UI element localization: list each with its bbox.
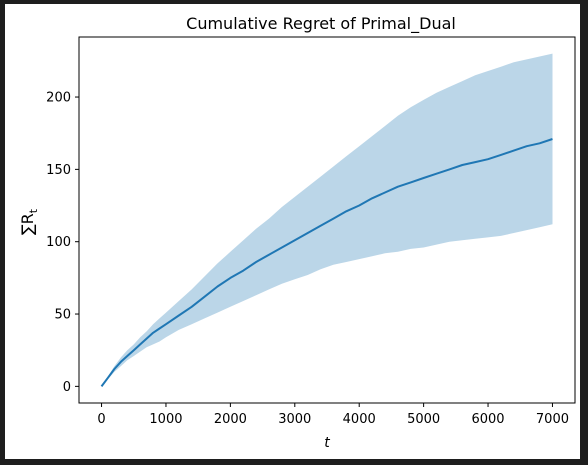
y-axis-label: ∑Rt <box>18 208 40 235</box>
x-tick-label: 4000 <box>343 412 376 427</box>
plot-area <box>100 53 553 387</box>
chart: Cumulative Regret of Primal_Dual 0 1000 20… <box>18 14 576 451</box>
svg-text:∑Rt: ∑Rt <box>18 208 40 235</box>
x-tick-label: 5000 <box>407 412 440 427</box>
x-axis: 0 1000 2000 3000 4000 5000 6000 7000 <box>97 403 569 427</box>
x-tick-label: 1000 <box>149 412 182 427</box>
mean-regret-line <box>100 138 553 387</box>
x-tick-label: 7000 <box>536 412 569 427</box>
chart-title: Cumulative Regret of Primal_Dual <box>186 14 456 34</box>
axes-frame <box>78 36 576 404</box>
figure: Cumulative Regret of Primal_Dual 0 1000 20… <box>5 4 580 459</box>
x-tick-label: 3000 <box>278 412 311 427</box>
x-tick-label: 6000 <box>471 412 504 427</box>
x-axis-label: t <box>324 435 330 451</box>
x-tick-label: 0 <box>97 412 105 427</box>
y-tick-label: 0 <box>63 380 71 395</box>
y-tick-label: 100 <box>46 235 71 250</box>
y-axis-label-main: ∑R <box>18 213 37 235</box>
confidence-band <box>101 53 553 387</box>
x-tick-label: 2000 <box>214 412 247 427</box>
y-tick-label: 150 <box>46 163 71 178</box>
y-axis: 0 50 100 150 200 <box>46 91 79 395</box>
y-tick-label: 200 <box>46 91 71 106</box>
y-tick-label: 50 <box>54 308 71 323</box>
y-axis-label-subscript: t <box>27 208 40 213</box>
